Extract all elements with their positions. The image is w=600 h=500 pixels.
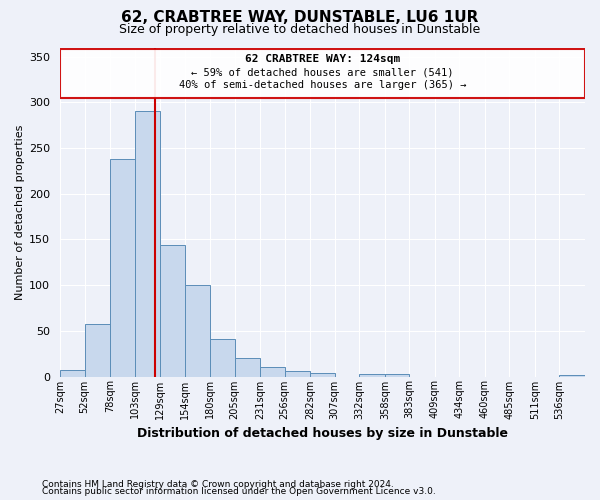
Text: ← 59% of detached houses are smaller (541): ← 59% of detached houses are smaller (54… bbox=[191, 68, 454, 78]
Bar bbox=[385, 374, 409, 376]
Bar bbox=[359, 374, 385, 376]
Bar bbox=[185, 285, 210, 376]
Text: 40% of semi-detached houses are larger (365) →: 40% of semi-detached houses are larger (… bbox=[179, 80, 466, 90]
Text: Contains HM Land Registry data © Crown copyright and database right 2024.: Contains HM Land Registry data © Crown c… bbox=[42, 480, 394, 489]
Bar bbox=[310, 373, 335, 376]
Bar bbox=[559, 374, 585, 376]
Text: 62 CRABTREE WAY: 124sqm: 62 CRABTREE WAY: 124sqm bbox=[245, 54, 400, 64]
Text: 62, CRABTREE WAY, DUNSTABLE, LU6 1UR: 62, CRABTREE WAY, DUNSTABLE, LU6 1UR bbox=[121, 10, 479, 25]
Bar bbox=[134, 112, 160, 376]
Bar bbox=[210, 339, 235, 376]
Bar bbox=[110, 159, 134, 376]
Bar bbox=[85, 324, 110, 376]
Text: Size of property relative to detached houses in Dunstable: Size of property relative to detached ho… bbox=[119, 22, 481, 36]
Text: Contains public sector information licensed under the Open Government Licence v3: Contains public sector information licen… bbox=[42, 488, 436, 496]
Bar bbox=[260, 368, 285, 376]
Y-axis label: Number of detached properties: Number of detached properties bbox=[15, 124, 25, 300]
Bar bbox=[285, 371, 310, 376]
Bar bbox=[60, 370, 85, 376]
FancyBboxPatch shape bbox=[60, 50, 585, 98]
Bar bbox=[160, 245, 185, 376]
Bar bbox=[235, 358, 260, 376]
X-axis label: Distribution of detached houses by size in Dunstable: Distribution of detached houses by size … bbox=[137, 427, 508, 440]
